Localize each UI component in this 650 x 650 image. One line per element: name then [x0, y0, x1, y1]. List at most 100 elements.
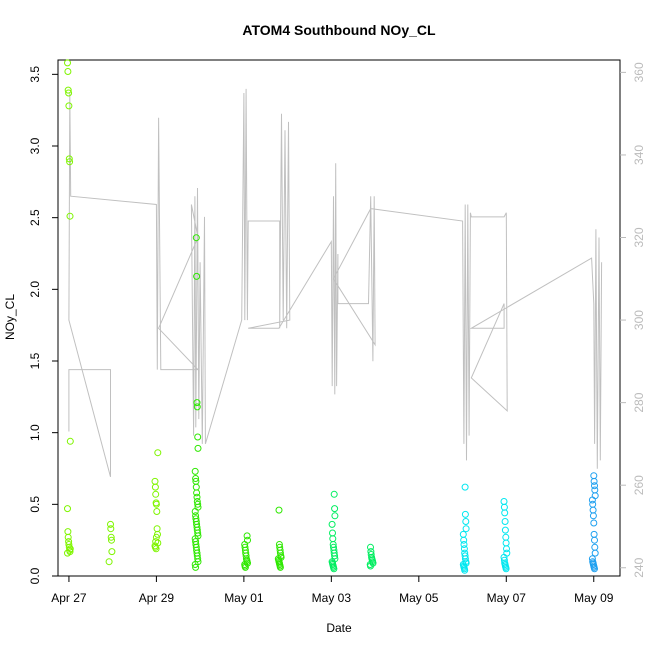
- x-tick-label: May 03: [312, 591, 352, 605]
- x-axis-label: Date: [326, 621, 352, 635]
- x-tick-label: Apr 29: [139, 591, 175, 605]
- x-tick-label: May 07: [487, 591, 527, 605]
- data-point: [193, 272, 201, 280]
- data-point: [591, 482, 598, 490]
- data-point: [462, 518, 470, 525]
- data-point: [331, 552, 339, 560]
- data-point: [331, 505, 339, 513]
- data-point: [64, 59, 71, 67]
- y2-tick-label: 360: [632, 62, 646, 82]
- data-point: [460, 541, 468, 548]
- data-point: [367, 562, 374, 570]
- data-point: [107, 533, 115, 541]
- data-point: [65, 102, 73, 110]
- data-point: [276, 563, 284, 571]
- data-point: [154, 449, 162, 457]
- data-point: [105, 558, 113, 566]
- y-tick-label: 2.5: [28, 209, 42, 226]
- altitude-trace-line: [68, 88, 603, 478]
- x-tick-label: May 01: [224, 591, 264, 605]
- y-tick-label: 1.5: [28, 352, 42, 369]
- data-point: [66, 437, 74, 445]
- data-point: [330, 565, 338, 573]
- data-point: [193, 493, 201, 501]
- data-point: [590, 477, 598, 485]
- data-point: [367, 543, 374, 551]
- data-point: [328, 520, 336, 528]
- y2-tick-label: 340: [632, 145, 646, 165]
- y-tick-label: 2.0: [28, 281, 42, 298]
- data-point: [192, 234, 200, 242]
- y-tick-label: 0.0: [28, 567, 42, 584]
- data-point: [461, 483, 469, 491]
- plot-frame: [57, 59, 621, 577]
- data-point: [192, 475, 200, 482]
- data-point: [591, 549, 599, 557]
- data-point: [591, 536, 598, 544]
- y-tick-label: 0.5: [28, 496, 42, 513]
- data-point: [152, 545, 160, 553]
- data-point: [331, 512, 339, 520]
- data-point: [64, 68, 72, 75]
- data-point: [192, 563, 200, 571]
- data-point: [241, 563, 249, 571]
- y2-tick-label: 260: [632, 475, 646, 495]
- data-point: [152, 538, 160, 546]
- y2-tick-label: 300: [632, 310, 646, 330]
- data-point: [193, 489, 201, 497]
- data-point: [152, 533, 160, 541]
- data-points-layer: [64, 59, 599, 574]
- y2-tick-label: 240: [632, 557, 646, 577]
- data-point: [461, 510, 469, 518]
- data-point: [590, 519, 598, 527]
- y-tick-label: 3.5: [28, 66, 42, 83]
- data-point: [107, 525, 115, 533]
- y-tick-label: 3.0: [28, 137, 42, 154]
- data-point: [66, 212, 74, 220]
- data-point: [64, 86, 72, 94]
- data-point: [194, 433, 202, 441]
- data-point: [194, 444, 202, 452]
- data-point: [194, 529, 202, 537]
- data-point: [275, 506, 283, 514]
- data-point: [503, 545, 510, 553]
- data-point: [66, 158, 74, 166]
- data-point: [501, 526, 509, 534]
- data-point: [589, 512, 597, 520]
- y2-tick-label: 320: [632, 227, 646, 247]
- data-point: [588, 496, 596, 504]
- data-point: [151, 483, 159, 491]
- data-point: [191, 467, 199, 475]
- y-tick-label: 1.0: [28, 424, 42, 441]
- data-point: [108, 548, 116, 556]
- x-tick-label: May 09: [574, 591, 614, 605]
- data-point: [194, 500, 202, 508]
- y2-tick-label: 280: [632, 392, 646, 412]
- data-point: [460, 536, 468, 544]
- data-point: [501, 509, 509, 517]
- data-point: [64, 549, 71, 557]
- x-tick-label: May 05: [399, 591, 439, 605]
- data-point: [501, 518, 509, 525]
- data-point: [193, 399, 201, 407]
- data-point: [108, 536, 115, 544]
- data-point: [243, 532, 251, 540]
- data-point: [65, 155, 73, 163]
- data-point: [330, 490, 338, 498]
- data-point: [191, 508, 199, 515]
- data-point: [461, 566, 469, 574]
- altitude-trace-layer: [68, 88, 603, 478]
- axes-layer: 0.0 0.5 1.0 1.5 2.0 2.5 3.0 3.5 240 260 280 300 320 3…: [28, 62, 646, 605]
- data-point: [153, 508, 161, 515]
- data-point: [502, 565, 510, 573]
- data-point: [193, 403, 201, 411]
- x-tick-label: Apr 27: [51, 591, 87, 605]
- data-point: [152, 500, 160, 508]
- data-point: [462, 525, 470, 533]
- y-axis-label: NOy_CL: [3, 294, 17, 340]
- data-point: [64, 505, 71, 513]
- data-point: [460, 545, 468, 553]
- data-point: [65, 89, 73, 97]
